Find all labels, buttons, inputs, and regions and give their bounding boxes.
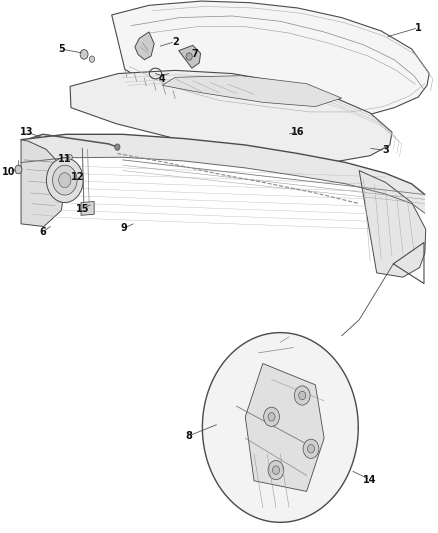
Polygon shape (21, 134, 425, 213)
Circle shape (264, 407, 279, 426)
Text: 4: 4 (159, 74, 166, 84)
Text: 16: 16 (291, 127, 304, 137)
Text: 6: 6 (39, 227, 46, 237)
Circle shape (268, 461, 284, 480)
Polygon shape (202, 333, 358, 522)
Circle shape (294, 386, 310, 405)
Polygon shape (81, 201, 94, 215)
Polygon shape (21, 140, 65, 227)
Text: 13: 13 (20, 127, 33, 137)
Circle shape (268, 413, 275, 421)
Circle shape (15, 165, 22, 174)
Text: 12: 12 (71, 172, 85, 182)
Text: 11: 11 (58, 154, 71, 164)
Polygon shape (359, 171, 426, 277)
Polygon shape (70, 70, 392, 163)
Text: 1: 1 (415, 23, 422, 33)
Text: 14: 14 (364, 475, 377, 484)
Text: 3: 3 (382, 146, 389, 155)
Circle shape (89, 56, 95, 62)
Circle shape (46, 158, 83, 203)
Text: 7: 7 (191, 50, 198, 59)
Circle shape (115, 144, 120, 150)
Circle shape (68, 155, 72, 160)
Text: 9: 9 (120, 223, 127, 233)
Text: 5: 5 (58, 44, 65, 54)
Text: 2: 2 (172, 37, 179, 46)
Circle shape (307, 445, 314, 453)
Polygon shape (179, 45, 201, 68)
Circle shape (272, 466, 279, 474)
Circle shape (59, 173, 71, 188)
Text: 15: 15 (76, 204, 89, 214)
Circle shape (303, 439, 319, 458)
Circle shape (186, 53, 192, 60)
Circle shape (80, 50, 88, 59)
Circle shape (299, 391, 306, 400)
Text: 8: 8 (185, 431, 192, 441)
Polygon shape (162, 76, 342, 107)
Polygon shape (245, 364, 324, 491)
Polygon shape (112, 1, 429, 122)
Text: 10: 10 (2, 167, 15, 176)
Polygon shape (135, 32, 154, 60)
Circle shape (53, 165, 77, 195)
